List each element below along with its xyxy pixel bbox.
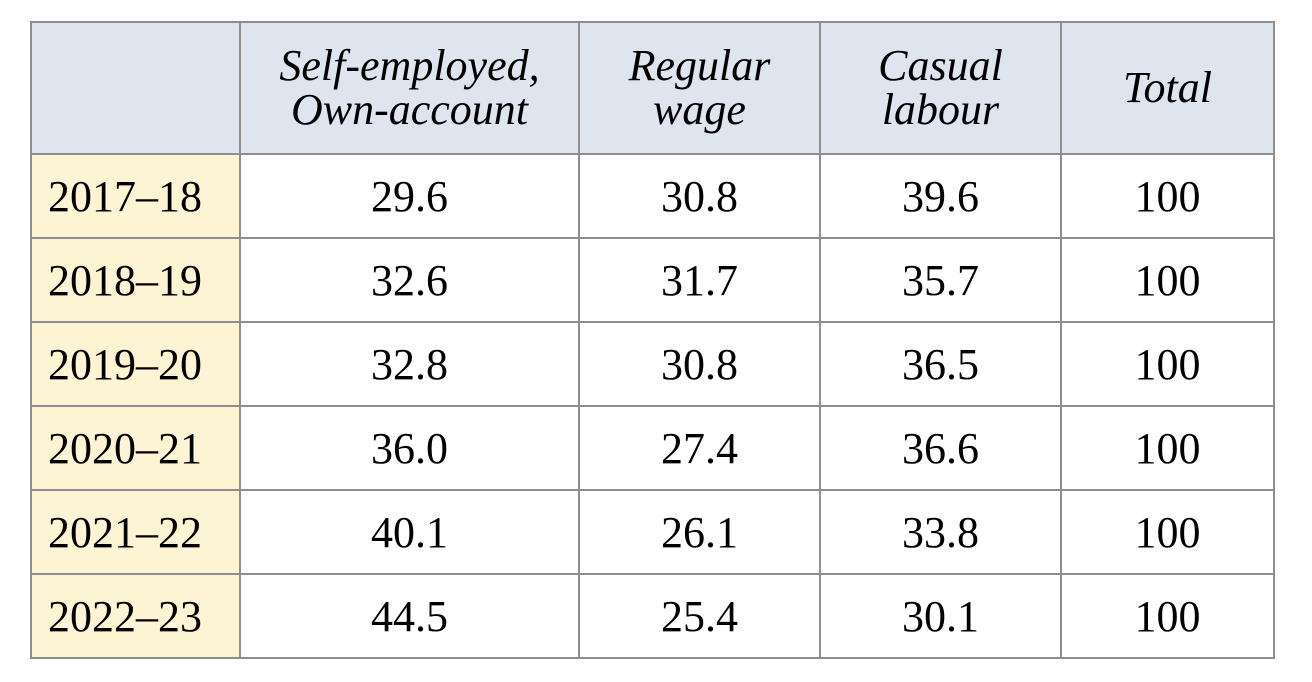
cell-regular-wage: 31.7	[578, 237, 821, 323]
cell-casual-labour: 30.1	[819, 573, 1062, 659]
table-row: 2019–20 32.8 30.8 36.5 100	[30, 321, 1275, 407]
table-row: 2017–18 29.6 30.8 39.6 100	[30, 153, 1275, 239]
header-regular-wage: Regular wage	[578, 21, 821, 155]
cell-total: 100	[1060, 321, 1275, 407]
cell-casual-labour: 33.8	[819, 489, 1062, 575]
cell-casual-labour: 35.7	[819, 237, 1062, 323]
cell-total: 100	[1060, 405, 1275, 491]
cell-self-employed: 32.6	[239, 237, 580, 323]
cell-regular-wage: 27.4	[578, 405, 821, 491]
row-year-label: 2022–23	[30, 573, 241, 659]
header-self-employed-line-1: Self-employed,	[279, 41, 540, 90]
header-regular-wage-line-2: wage	[653, 85, 746, 134]
employment-share-table: Self-employed, Own-account Regular wage …	[30, 21, 1275, 659]
cell-total: 100	[1060, 237, 1275, 323]
cell-self-employed: 40.1	[239, 489, 580, 575]
header-casual-labour-line-2: labour	[881, 85, 1000, 134]
cell-self-employed: 44.5	[239, 573, 580, 659]
header-casual-labour: Casual labour	[819, 21, 1062, 155]
row-year-label: 2018–19	[30, 237, 241, 323]
cell-regular-wage: 30.8	[578, 321, 821, 407]
table-row: 2018–19 32.6 31.7 35.7 100	[30, 237, 1275, 323]
cell-total: 100	[1060, 489, 1275, 575]
header-total: Total	[1060, 21, 1275, 155]
cell-casual-labour: 36.6	[819, 405, 1062, 491]
cell-regular-wage: 25.4	[578, 573, 821, 659]
row-year-label: 2017–18	[30, 153, 241, 239]
header-row: Self-employed, Own-account Regular wage …	[30, 21, 1275, 155]
cell-total: 100	[1060, 153, 1275, 239]
employment-table-container: Self-employed, Own-account Regular wage …	[30, 21, 1275, 659]
header-regular-wage-line-1: Regular	[628, 41, 771, 90]
cell-self-employed: 36.0	[239, 405, 580, 491]
row-year-label: 2020–21	[30, 405, 241, 491]
header-casual-labour-line-1: Casual	[878, 41, 1003, 90]
cell-regular-wage: 26.1	[578, 489, 821, 575]
table-row: 2020–21 36.0 27.4 36.6 100	[30, 405, 1275, 491]
row-year-label: 2021–22	[30, 489, 241, 575]
cell-regular-wage: 30.8	[578, 153, 821, 239]
row-year-label: 2019–20	[30, 321, 241, 407]
header-corner-cell	[30, 21, 241, 155]
cell-self-employed: 32.8	[239, 321, 580, 407]
cell-casual-labour: 36.5	[819, 321, 1062, 407]
cell-self-employed: 29.6	[239, 153, 580, 239]
cell-casual-labour: 39.6	[819, 153, 1062, 239]
header-self-employed: Self-employed, Own-account	[239, 21, 580, 155]
table-row: 2022–23 44.5 25.4 30.1 100	[30, 573, 1275, 659]
header-self-employed-line-2: Own-account	[290, 85, 529, 134]
table-row: 2021–22 40.1 26.1 33.8 100	[30, 489, 1275, 575]
cell-total: 100	[1060, 573, 1275, 659]
